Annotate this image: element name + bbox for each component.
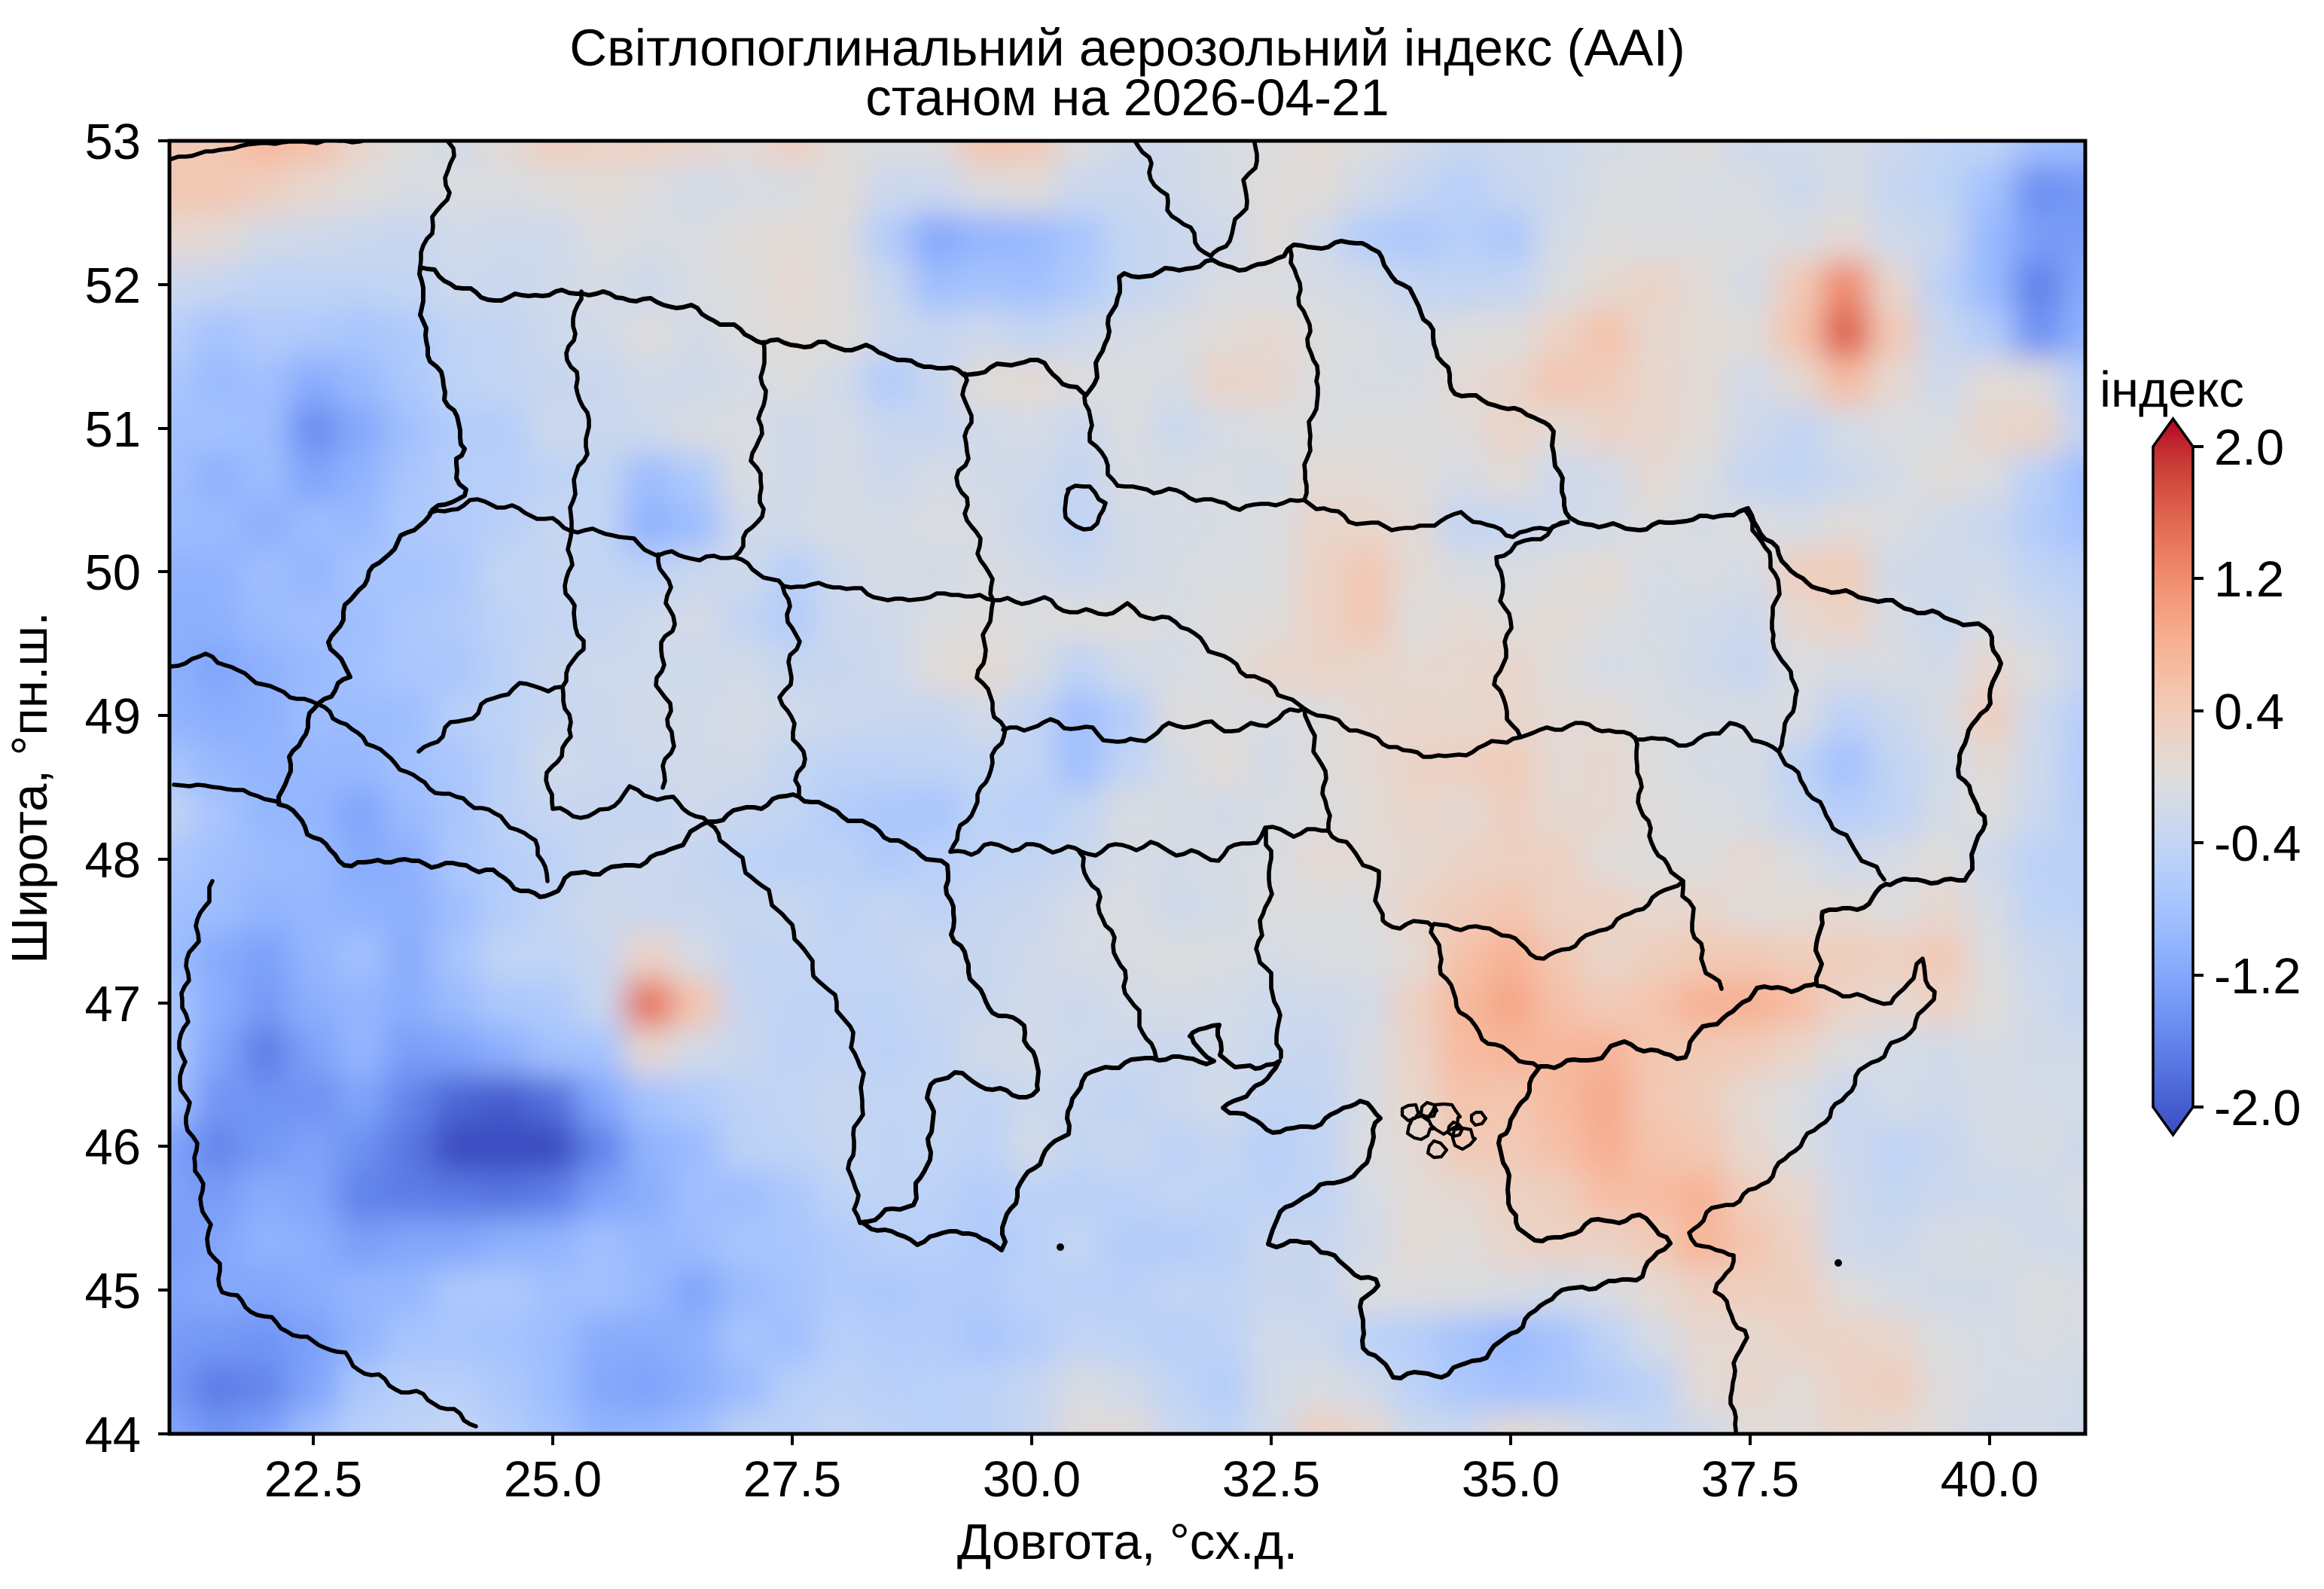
svg-text:53: 53 — [84, 114, 141, 170]
svg-text:44: 44 — [84, 1407, 141, 1463]
svg-text:Світлопоглинальний аерозольний: Світлопоглинальний аерозольний індекс (A… — [569, 19, 1685, 77]
svg-text:45: 45 — [84, 1263, 141, 1319]
svg-text:Широта, °пн.ш.: Широта, °пн.ш. — [2, 612, 58, 963]
svg-text:22.5: 22.5 — [264, 1451, 362, 1508]
svg-text:30.0: 30.0 — [983, 1451, 1081, 1508]
svg-text:2.0: 2.0 — [2214, 419, 2284, 476]
svg-text:49: 49 — [84, 688, 141, 745]
svg-text:47: 47 — [84, 976, 141, 1032]
svg-text:1.2: 1.2 — [2214, 551, 2284, 608]
svg-text:46: 46 — [84, 1119, 141, 1176]
svg-text:-1.2: -1.2 — [2214, 948, 2301, 1005]
svg-text:індекс: індекс — [2100, 361, 2244, 418]
svg-text:52: 52 — [84, 258, 141, 314]
svg-text:0.4: 0.4 — [2214, 684, 2284, 740]
svg-text:-2.0: -2.0 — [2214, 1080, 2301, 1136]
svg-text:25.0: 25.0 — [504, 1451, 602, 1508]
svg-text:-0.4: -0.4 — [2214, 816, 2301, 872]
svg-text:40.0: 40.0 — [1941, 1451, 2039, 1508]
svg-text:35.0: 35.0 — [1462, 1451, 1560, 1508]
svg-text:станом на 2026-04-21: станом на 2026-04-21 — [865, 69, 1389, 127]
svg-text:48: 48 — [84, 832, 141, 889]
svg-text:50: 50 — [84, 544, 141, 601]
svg-text:27.5: 27.5 — [743, 1451, 841, 1508]
svg-text:51: 51 — [84, 401, 141, 458]
svg-text:32.5: 32.5 — [1222, 1451, 1320, 1508]
svg-text:Довгота, °сх.д.: Довгота, °сх.д. — [957, 1514, 1298, 1570]
svg-text:37.5: 37.5 — [1701, 1451, 1799, 1508]
